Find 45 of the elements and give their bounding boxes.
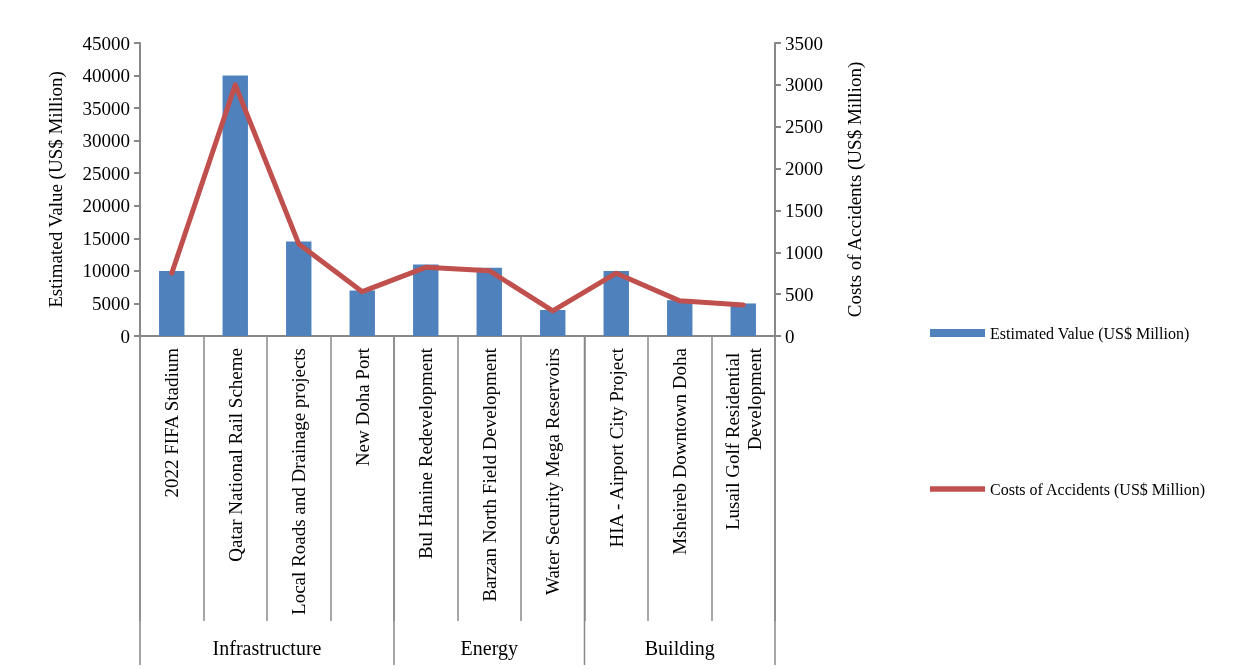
text: Infrastructure <box>212 637 322 659</box>
y2-tick-label: 3500 <box>785 32 823 54</box>
x-tick-label: Qatar National Rail Scheme <box>224 348 246 562</box>
y2-axis-title: Costs of Accidents (US$ Million) <box>844 61 866 318</box>
legend-label: Costs of Accidents (US$ Million) <box>990 480 1206 499</box>
y2-tick-label: 3000 <box>785 74 823 96</box>
y-axis-title: Estimated Value (US$ Million) <box>45 71 67 308</box>
legend-label: Estimated Value (US$ Million) <box>990 324 1190 343</box>
y-tick-label: 25000 <box>82 162 130 184</box>
y-tick-label: 10000 <box>82 260 130 282</box>
x-tick-label: HIA - Airport City Project <box>605 347 627 548</box>
y2-tick-label: 500 <box>785 283 814 305</box>
bar <box>540 309 566 336</box>
y-tick-label: 45000 <box>82 32 130 54</box>
bar <box>159 270 185 336</box>
bar <box>603 270 629 336</box>
y-tick-label: 5000 <box>92 292 130 314</box>
y-tick-label: 15000 <box>82 227 130 249</box>
bar <box>286 241 312 336</box>
bar <box>222 75 248 336</box>
x-tick-label: Local Roads and Drainage projects <box>288 348 310 615</box>
x-tick-label: Msheireb Downtown Doha <box>669 347 691 555</box>
x-tick-label: Water Security Mega Reservoirs <box>542 348 564 595</box>
y-tick-label: 20000 <box>82 195 130 217</box>
x-tick-label: New Doha Port <box>351 347 373 467</box>
bar <box>667 300 693 336</box>
bar <box>730 303 756 336</box>
text: Energy <box>460 637 518 660</box>
y2-tick-label: 1500 <box>785 199 823 221</box>
y2-tick-label: 2000 <box>785 158 823 180</box>
bar <box>349 290 375 336</box>
x-tick-label: Bul Hanine Redevelopment <box>415 347 437 560</box>
x-tick-label: Barzan North Field Development <box>478 347 500 602</box>
x-tick-label: Lusail Golf Residential Development <box>721 347 765 531</box>
y2-tick-label: 2500 <box>785 116 823 138</box>
y2-tick-label: 1000 <box>785 241 823 263</box>
y-tick-label: 0 <box>120 325 130 347</box>
y-tick-label: 40000 <box>82 65 130 87</box>
x-tick-label: 2022 FIFA Stadium <box>161 347 183 498</box>
bar <box>476 267 502 336</box>
y2-tick-label: 0 <box>785 325 795 347</box>
y-tick-label: 30000 <box>82 130 130 152</box>
text: Building <box>644 637 715 660</box>
bar <box>413 264 439 336</box>
y-tick-label: 35000 <box>82 97 130 119</box>
